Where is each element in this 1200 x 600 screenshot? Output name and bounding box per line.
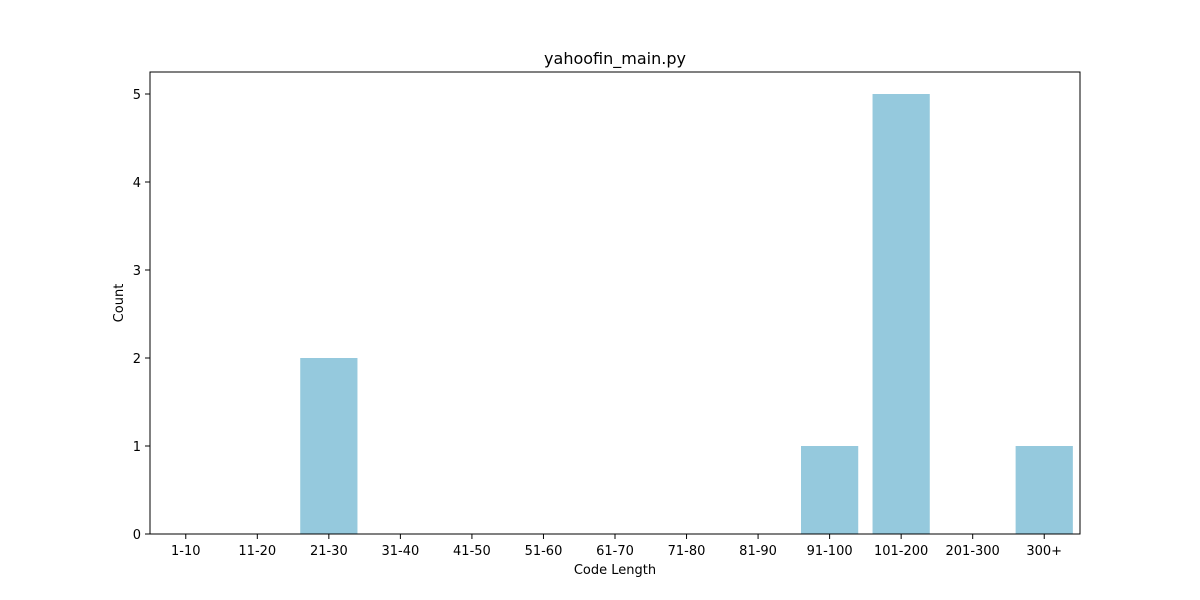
y-tick-label: 0 (133, 528, 141, 543)
bar-300+ (1015, 446, 1073, 534)
bars-group (300, 94, 1073, 534)
x-tick-label: 81-90 (739, 544, 777, 559)
y-tick-label: 4 (133, 176, 141, 191)
x-tick-label: 91-100 (807, 544, 853, 559)
y-axis: 0 1 2 3 4 5 (133, 88, 150, 543)
chart-title: yahoofin_main.py (544, 49, 686, 69)
y-axis-label: Count (112, 284, 127, 323)
y-tick-label: 2 (133, 352, 141, 367)
x-tick-label: 300+ (1026, 544, 1062, 559)
x-tick-label: 21-30 (310, 544, 348, 559)
y-tick-label: 5 (133, 88, 141, 103)
y-tick-label: 3 (133, 264, 141, 279)
x-tick-label: 201-300 (946, 544, 1000, 559)
x-axis-label: Code Length (574, 563, 656, 578)
bar-21-30 (300, 358, 358, 534)
x-tick-label: 61-70 (596, 544, 634, 559)
x-tick-label: 51-60 (525, 544, 563, 559)
plot-frame (149, 71, 1081, 535)
bar-101-200 (872, 94, 930, 534)
x-tick-label: 41-50 (453, 544, 491, 559)
x-tick-label: 71-80 (668, 544, 706, 559)
x-tick-label: 1-10 (171, 544, 201, 559)
x-axis: 1-10 11-20 21-30 31-40 41-50 51-60 61-70 71-80 8… (171, 534, 1062, 559)
x-tick-label: 101-200 (874, 544, 928, 559)
x-tick-label: 11-20 (238, 544, 276, 559)
y-tick-label: 1 (133, 440, 141, 455)
bar-91-100 (801, 446, 859, 534)
x-tick-label: 31-40 (381, 544, 419, 559)
